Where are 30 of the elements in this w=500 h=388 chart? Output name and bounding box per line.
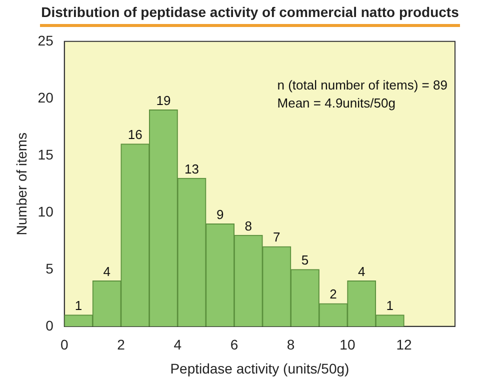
x-tick-label: 10 bbox=[340, 336, 356, 353]
x-tick-label: 2 bbox=[117, 336, 126, 353]
data-label: 4 bbox=[103, 264, 110, 279]
x-tick-label: 6 bbox=[230, 336, 238, 353]
x-tick-label: 4 bbox=[174, 336, 182, 353]
data-label: 16 bbox=[128, 127, 142, 142]
annotation: Mean = 4.9units/50g bbox=[277, 95, 396, 110]
data-label: 9 bbox=[216, 206, 224, 222]
data-label: 19 bbox=[156, 92, 171, 108]
y-tick-label: 25 bbox=[38, 32, 54, 48]
y-tick-label: 10 bbox=[38, 203, 54, 220]
x-tick-label: 8 bbox=[286, 336, 295, 353]
y-tick-label: 20 bbox=[38, 89, 54, 106]
data-label: 2 bbox=[330, 286, 337, 302]
data-label: 1 bbox=[74, 298, 82, 314]
x-axis-title: Peptidase activity (units/50g) bbox=[170, 360, 350, 376]
chart-title: Distribution of peptidase activity of commercial natto products bbox=[40, 4, 460, 27]
annotation: n (total number of items) = 89 bbox=[277, 77, 448, 92]
y-axis-title: Number of items bbox=[13, 132, 30, 236]
data-label: 1 bbox=[386, 298, 394, 314]
data-label: 5 bbox=[301, 252, 309, 268]
y-tick-label: 5 bbox=[46, 260, 54, 276]
x-tick-label: 0 bbox=[60, 336, 68, 353]
y-tick-label: 0 bbox=[46, 317, 54, 334]
data-label: 4 bbox=[358, 264, 366, 279]
x-tick-label: 12 bbox=[396, 336, 412, 353]
data-label: 8 bbox=[244, 218, 252, 234]
data-label: 13 bbox=[184, 161, 199, 176]
data-label: 7 bbox=[273, 230, 280, 245]
y-tick-label: 15 bbox=[38, 146, 54, 162]
